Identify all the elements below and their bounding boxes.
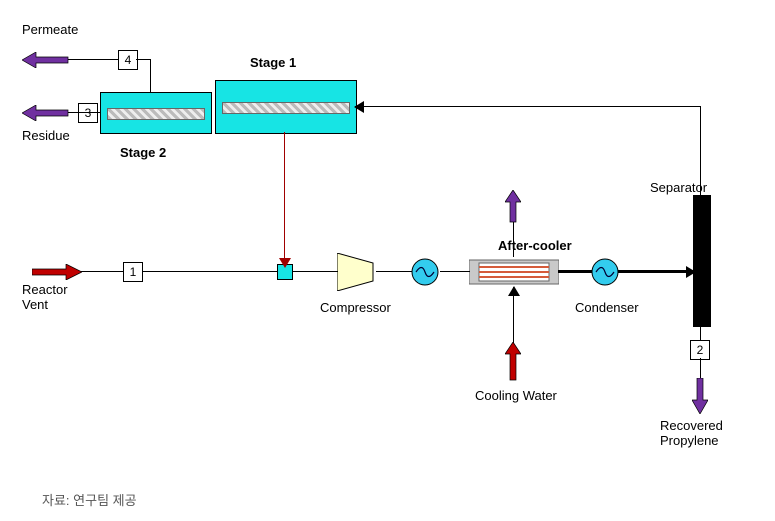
stage1-box: [215, 80, 357, 134]
reactor-vent-arrow-icon: [32, 264, 82, 280]
arrowhead-stage1-to-mixer: [279, 258, 291, 268]
node-4: 4: [118, 50, 138, 70]
node-2: 2: [690, 340, 710, 360]
line-1-to-mixer: [142, 271, 278, 272]
after-cooler-label: After-cooler: [498, 238, 572, 253]
arrowhead-to-separator: [686, 266, 696, 278]
recovered-label: Recovered Propylene: [660, 418, 723, 448]
stage1-label: Stage 1: [250, 55, 296, 70]
arrowhead-recycle-to-stage1: [354, 101, 364, 113]
cooling-water-arrow-icon: [505, 342, 521, 382]
separator-label: Separator: [650, 180, 707, 195]
precooler-circle: [410, 257, 440, 287]
source-label: 자료: 연구팀 제공: [42, 490, 137, 509]
node-3: 3: [78, 103, 98, 123]
stage2-box: [100, 92, 212, 134]
residue-label: Residue: [22, 128, 70, 143]
line-coolingwater-up: [513, 287, 514, 347]
condenser-label: Condenser: [575, 300, 639, 315]
compressor-label: Compressor: [320, 300, 391, 315]
residue-arrow-icon: [22, 105, 70, 121]
permeate-label: Permeate: [22, 22, 78, 37]
line-condenser-to-separator: [618, 270, 694, 273]
line-2-to-recovered: [700, 358, 701, 380]
line-aftercooler-to-condenser: [558, 270, 592, 273]
after-cooler-shape: [469, 257, 559, 287]
recovered-arrow-icon: [692, 378, 708, 414]
line-circle1-to-aftercooler: [440, 271, 470, 272]
separator-box: [693, 195, 711, 327]
condenser-circle: [590, 257, 620, 287]
line-reactor-to-1: [80, 271, 124, 272]
line-recycle-horiz: [355, 106, 701, 107]
line-stage2-perm-horiz: [136, 59, 151, 60]
permeate-arrow-icon: [22, 52, 70, 68]
compressor-shape: [337, 253, 377, 291]
cooling-water-label: Cooling Water: [475, 388, 557, 403]
line-4-to-permeate: [68, 59, 118, 60]
reactor-vent-label: Reactor Vent: [22, 282, 68, 312]
stage2-label: Stage 2: [120, 145, 166, 160]
aftercooler-out-arrow-icon: [505, 190, 521, 224]
line-stage2-perm-up: [150, 59, 151, 93]
arrowhead-coolingwater-in: [508, 286, 520, 296]
node-1: 1: [123, 262, 143, 282]
line-sep-to-2: [700, 325, 701, 341]
line-stage1-permeate: [284, 132, 285, 264]
line-compressor-to-circle1: [376, 271, 412, 272]
line-mixer-to-compressor: [292, 271, 338, 272]
